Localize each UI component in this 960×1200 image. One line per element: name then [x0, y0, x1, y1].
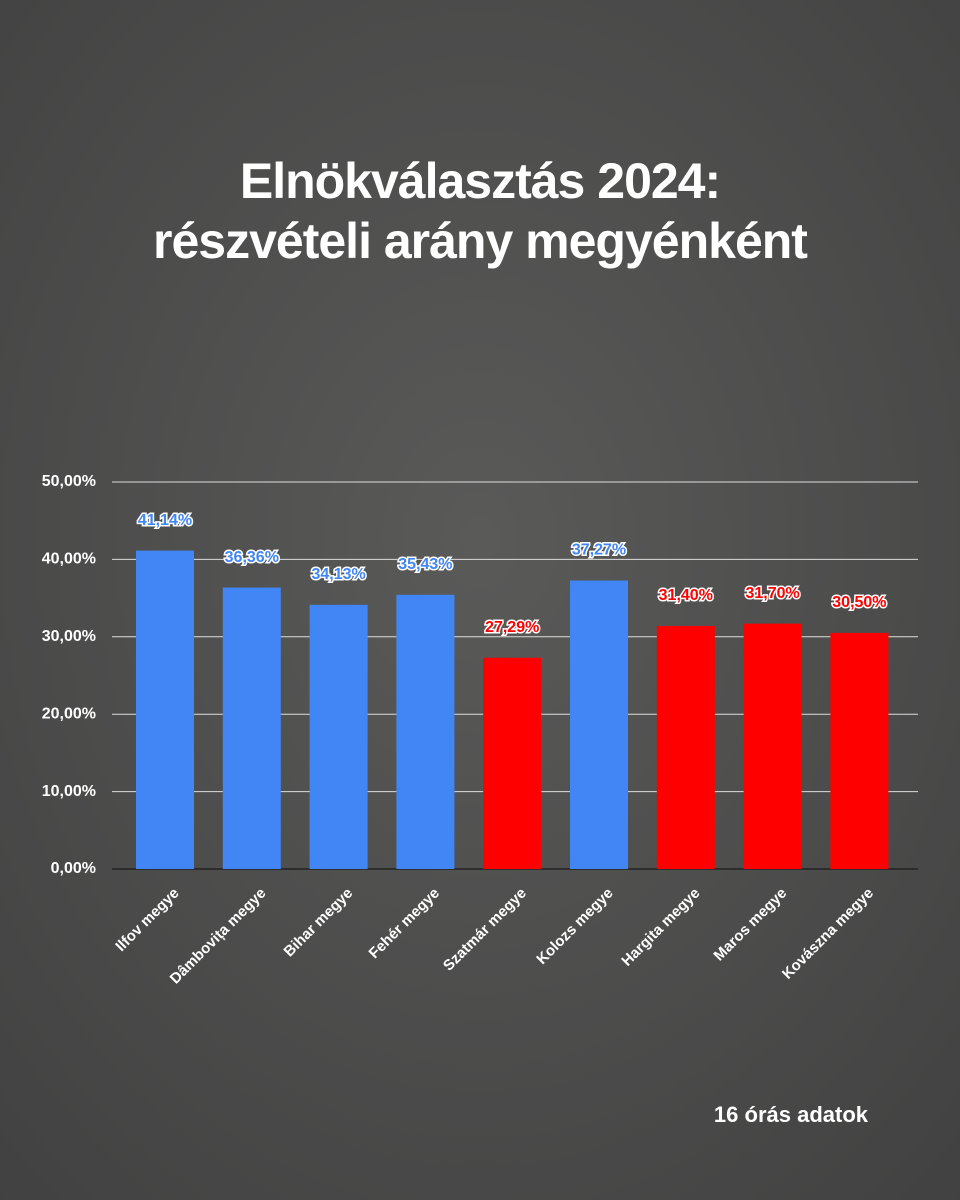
bar	[830, 632, 889, 869]
bar	[396, 594, 455, 869]
value-label: 34,13%	[311, 566, 365, 583]
bar	[309, 604, 368, 869]
y-tick-label: 40,00%	[42, 551, 96, 568]
y-tick-label: 20,00%	[42, 705, 96, 722]
value-label: 41,14%	[138, 512, 192, 529]
value-label: 37,27%	[572, 542, 626, 559]
chart-title: Elnökválasztás 2024:	[240, 153, 720, 209]
bar	[743, 623, 802, 869]
y-tick-label: 0,00%	[51, 860, 96, 877]
bar	[656, 625, 715, 869]
bar	[570, 580, 628, 869]
y-tick-label: 50,00%	[42, 473, 96, 490]
y-tick-label: 30,00%	[42, 628, 96, 645]
value-label: 30,50%	[832, 594, 886, 611]
chart-title: részvételi arány megyénként	[153, 213, 808, 269]
value-label: 31,70%	[745, 585, 799, 602]
value-label: 31,40%	[659, 587, 713, 604]
y-tick-label: 10,00%	[42, 783, 96, 800]
value-label: 35,43%	[398, 556, 452, 573]
bar	[483, 657, 542, 869]
value-label: 36,36%	[225, 549, 279, 566]
note: 16 órás adatok	[714, 1102, 869, 1127]
value-label: 27,29%	[485, 619, 539, 636]
bar	[222, 587, 281, 869]
bar	[136, 550, 194, 869]
